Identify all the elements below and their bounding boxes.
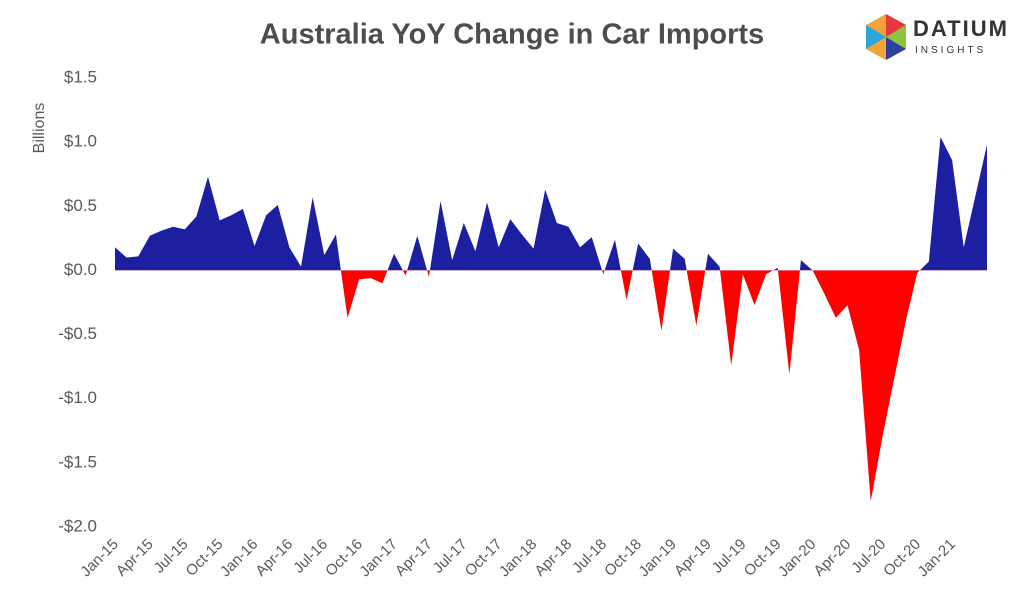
area-negative xyxy=(115,270,987,502)
logo-icon-part xyxy=(886,25,906,49)
logo-icon-part xyxy=(886,37,906,60)
y-tick-label: -$0.5 xyxy=(58,324,97,343)
x-tick-label: Jan-20 xyxy=(775,536,819,580)
x-tick-label: Apr-15 xyxy=(113,536,157,580)
logo-name: DATIUM xyxy=(913,16,1009,41)
x-tick-label: Apr-20 xyxy=(810,536,854,580)
x-tick-label: Apr-18 xyxy=(531,536,575,580)
y-tick-label: -$2.0 xyxy=(58,516,97,535)
y-axis-label: Billions xyxy=(31,103,48,154)
x-tick-label: Oct-19 xyxy=(741,536,785,580)
logo-icon-part xyxy=(886,14,906,37)
x-tick-label: Oct-15 xyxy=(183,536,227,580)
y-tick-label: $0.5 xyxy=(64,196,97,215)
area-positive xyxy=(115,137,987,271)
y-tick-label: $1.0 xyxy=(64,132,97,151)
x-tick-label: Jan-19 xyxy=(635,536,679,580)
y-tick-label: -$1.0 xyxy=(58,388,97,407)
x-tick-label: Apr-16 xyxy=(252,536,296,580)
x-tick-label: Jan-15 xyxy=(77,536,121,580)
x-tick-label: Jan-16 xyxy=(217,536,261,580)
x-tick-label: Jan-21 xyxy=(914,536,958,580)
logo: DATIUM INSIGHTS xyxy=(866,14,1009,60)
y-tick-label: -$1.5 xyxy=(58,452,97,471)
x-tick-label: Oct-16 xyxy=(322,536,366,580)
x-tick-label: Oct-17 xyxy=(462,536,506,580)
x-tick-label: Apr-19 xyxy=(671,536,715,580)
x-tick-label: Oct-20 xyxy=(880,536,924,580)
x-tick-label: Oct-18 xyxy=(601,536,645,580)
logo-tagline: INSIGHTS xyxy=(915,45,986,56)
x-tick-label: Apr-17 xyxy=(392,536,436,580)
y-tick-label: $0.0 xyxy=(64,260,97,279)
x-tick-label: Jan-17 xyxy=(356,536,400,580)
logo-icon-part xyxy=(866,25,886,49)
x-tick-label: Jan-18 xyxy=(496,536,540,580)
y-tick-label: $1.5 xyxy=(64,67,97,86)
chart-title: Australia YoY Change in Car Imports xyxy=(260,19,764,51)
